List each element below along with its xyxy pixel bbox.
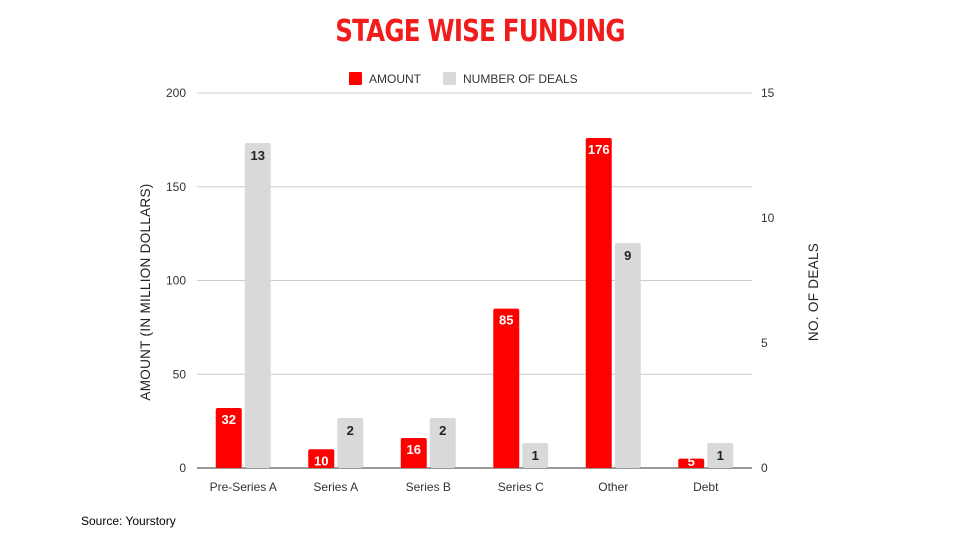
data-label-deals: 1 bbox=[717, 448, 724, 463]
bars bbox=[215, 138, 734, 468]
data-label-amount: 5 bbox=[688, 454, 695, 469]
data-label-deals: 13 bbox=[251, 148, 265, 163]
y2-tick-label: 5 bbox=[761, 336, 768, 350]
data-label-deals: 2 bbox=[347, 423, 354, 438]
data-labels: 32 13 10 2 16 2 85 1 176 9 5 1 bbox=[222, 142, 724, 469]
legend-label: AMOUNT bbox=[369, 72, 422, 86]
legend-swatch bbox=[443, 72, 456, 85]
gridlines bbox=[197, 92, 752, 469]
y-tick-label: 100 bbox=[166, 274, 186, 288]
y-tick-label: 50 bbox=[173, 367, 187, 381]
bar-amount bbox=[493, 308, 520, 468]
y-axis-title: AMOUNT (IN MILLION DOLLARS) bbox=[138, 183, 153, 400]
bar-deals bbox=[614, 243, 641, 468]
y-tick-label: 150 bbox=[166, 180, 186, 194]
bar-deals bbox=[337, 418, 364, 468]
x-tick-label: Pre-Series A bbox=[210, 480, 277, 494]
chart-title: STAGE WISE FUNDING bbox=[335, 14, 625, 49]
bar-amount bbox=[678, 458, 705, 468]
data-label-amount: 176 bbox=[588, 142, 610, 157]
legend: AMOUNT NUMBER OF DEALS bbox=[349, 72, 578, 86]
y2-tick-label: 10 bbox=[761, 211, 775, 225]
bar-deals bbox=[707, 443, 734, 468]
y-tick-label: 200 bbox=[166, 86, 186, 100]
data-label-amount: 10 bbox=[314, 453, 328, 468]
legend-swatch bbox=[349, 72, 362, 85]
data-label-amount: 16 bbox=[407, 442, 421, 457]
source-note: Source: Yourstory bbox=[81, 514, 176, 528]
x-tick-label: Other bbox=[598, 480, 628, 494]
x-tick-label: Debt bbox=[693, 480, 719, 494]
bar-amount bbox=[308, 449, 335, 468]
bar-amount bbox=[585, 138, 612, 468]
data-label-deals: 2 bbox=[439, 423, 446, 438]
data-label-deals: 1 bbox=[532, 448, 539, 463]
data-label-amount: 85 bbox=[499, 313, 513, 328]
bar-amount bbox=[400, 438, 427, 468]
y2-tick-label: 15 bbox=[761, 86, 775, 100]
x-tick-label: Series A bbox=[313, 480, 358, 494]
y2-tick-label: 0 bbox=[761, 461, 768, 475]
legend-label: NUMBER OF DEALS bbox=[463, 72, 578, 86]
bar-deals bbox=[429, 418, 456, 468]
x-tick-label: Series C bbox=[498, 480, 544, 494]
bar-deals bbox=[522, 443, 549, 468]
bar-deals bbox=[244, 143, 271, 468]
data-label-deals: 9 bbox=[624, 248, 631, 263]
x-tick-label: Series B bbox=[406, 480, 451, 494]
y2-axis-title: NO. OF DEALS bbox=[806, 243, 821, 341]
bar-amount bbox=[215, 408, 242, 468]
data-label-amount: 32 bbox=[222, 412, 236, 427]
y-tick-label: 0 bbox=[179, 461, 186, 475]
